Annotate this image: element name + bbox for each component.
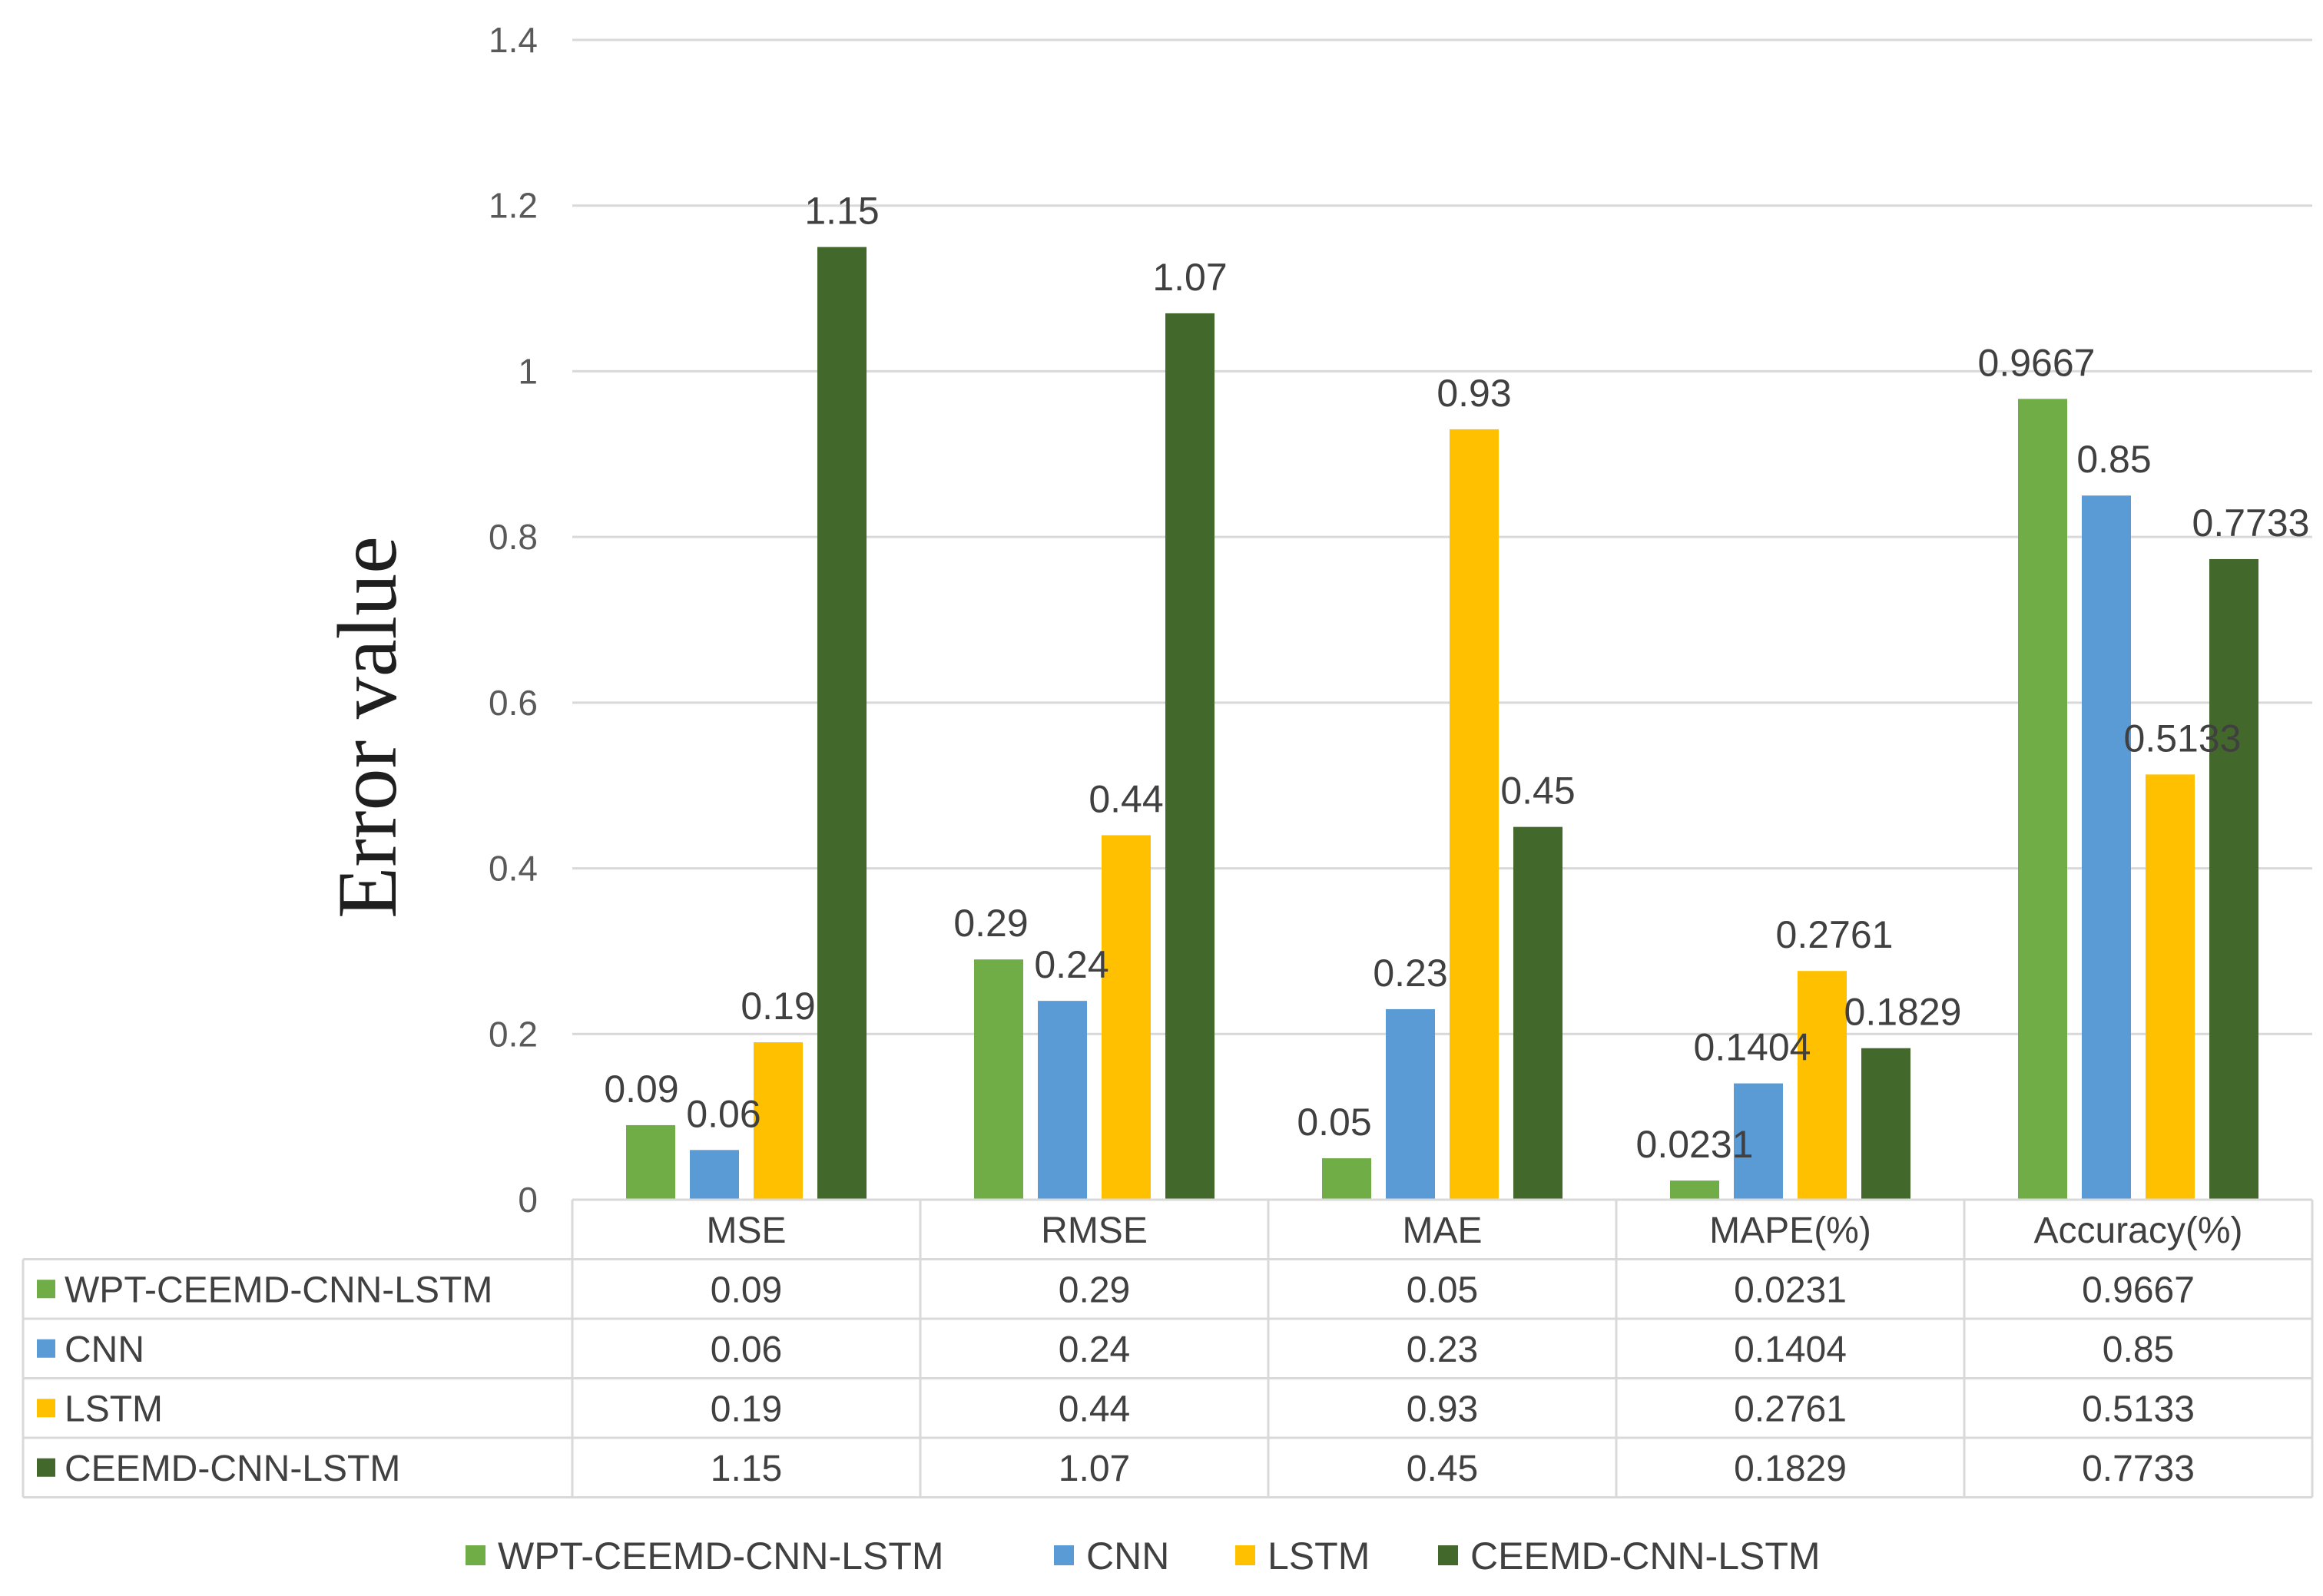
data-labels: 0.090.06 0.19 1.15 0.290.24 0.44 1.07 0.05 0.23… xyxy=(604,190,2309,1166)
bar xyxy=(1038,1001,1087,1200)
table-cell: 1.15 xyxy=(711,1449,782,1489)
legend-swatch xyxy=(37,1339,55,1358)
table-cell: 0.2761 xyxy=(1734,1389,1847,1429)
table-cell: 0.23 xyxy=(1407,1329,1478,1370)
bar xyxy=(1165,313,1215,1200)
legend-swatch xyxy=(37,1399,55,1418)
legend-swatch xyxy=(1054,1545,1074,1565)
table-cell: 0.1829 xyxy=(1734,1449,1847,1489)
bar xyxy=(2146,774,2195,1200)
table-cell: 0.7733 xyxy=(2082,1449,2195,1489)
data-label: 0.7733 xyxy=(2192,502,2310,545)
table-cell: 0.09 xyxy=(711,1270,782,1310)
y-tick-label: 1.2 xyxy=(489,186,538,226)
data-label: 0.45 xyxy=(1500,770,1575,813)
bar xyxy=(1386,1008,1435,1200)
data-label: 0.85 xyxy=(2076,438,2151,481)
legend-swatch xyxy=(37,1280,55,1299)
table-cell: 0.24 xyxy=(1059,1329,1130,1370)
bar xyxy=(817,247,867,1200)
table-cell: 0.5133 xyxy=(2082,1389,2195,1429)
bar xyxy=(1322,1158,1371,1200)
bar xyxy=(626,1124,675,1200)
data-label: 0.29 xyxy=(953,902,1028,945)
data-label: 1.07 xyxy=(1152,256,1227,299)
bar xyxy=(1513,826,1562,1200)
bar xyxy=(974,959,1023,1200)
bar xyxy=(2209,558,2258,1200)
legend-label: CEEMD-CNN-LSTM xyxy=(1470,1535,1821,1578)
bar xyxy=(690,1150,739,1200)
bars xyxy=(626,247,2258,1200)
data-label: 0.93 xyxy=(1437,372,1511,415)
data-label: 0.1404 xyxy=(1694,1026,1811,1069)
table-cell: 0.05 xyxy=(1407,1270,1478,1310)
table-cell: 1.07 xyxy=(1059,1449,1130,1489)
data-label: 0.0231 xyxy=(1636,1123,1754,1166)
bar xyxy=(2018,399,2067,1200)
data-label: 0.44 xyxy=(1089,777,1163,820)
data-label: 0.2761 xyxy=(1776,913,1894,956)
data-label: 0.5133 xyxy=(2124,717,2242,760)
bar xyxy=(1102,835,1151,1200)
table-cell: 0.06 xyxy=(711,1329,782,1370)
data-label: 0.1829 xyxy=(1844,991,1962,1034)
bar xyxy=(1670,1180,1719,1200)
category-label: MAPE(%) xyxy=(1709,1210,1871,1251)
legend: WPT-CEEMD-CNN-LSTM CNN LSTM CEEMD-CNN-LSTM xyxy=(466,1535,1821,1578)
legend-swatch xyxy=(1438,1545,1458,1565)
table-series-name: CNN xyxy=(65,1329,144,1370)
legend-swatch xyxy=(37,1458,55,1477)
legend-label: CNN xyxy=(1086,1535,1169,1578)
legend-swatch xyxy=(466,1545,485,1565)
table-cell: 0.93 xyxy=(1407,1389,1478,1429)
bar xyxy=(1734,1083,1783,1200)
data-label: 1.15 xyxy=(804,190,879,233)
bar xyxy=(1861,1048,1910,1200)
data-label: 0.09 xyxy=(604,1068,678,1111)
data-label: 0.24 xyxy=(1034,943,1108,986)
table-series-name: CEEMD-CNN-LSTM xyxy=(65,1449,400,1489)
table-cell: 0.29 xyxy=(1059,1270,1130,1310)
table-series-name: LSTM xyxy=(65,1389,163,1429)
table-series-name: WPT-CEEMD-CNN-LSTM xyxy=(65,1270,492,1310)
y-tick-label: 0.4 xyxy=(489,849,538,889)
y-tick-label: 1.4 xyxy=(489,20,538,60)
table-cell: 0.1404 xyxy=(1734,1329,1847,1370)
data-label: 0.9667 xyxy=(1978,341,2096,384)
y-tick-label: 0.2 xyxy=(489,1014,538,1054)
bar xyxy=(2082,495,2131,1200)
table-cell: 0.9667 xyxy=(2082,1270,2195,1310)
y-tick-label: 0.6 xyxy=(489,683,538,723)
category-label: MSE xyxy=(706,1210,786,1251)
table-cell: 0.85 xyxy=(2103,1329,2174,1370)
y-axis-ticks: 0 0.2 0.4 0.6 0.8 1 1.2 1.4 xyxy=(489,20,538,1220)
table-cell: 0.0231 xyxy=(1734,1270,1847,1310)
table-cell: 0.45 xyxy=(1407,1449,1478,1489)
data-table: MSE RMSE MAE MAPE(%) Accuracy(%) WPT-CEEMD-CN… xyxy=(22,1198,2314,1498)
y-tick-label: 0.8 xyxy=(489,517,538,557)
y-tick-label: 1 xyxy=(518,351,538,391)
legend-swatch xyxy=(1235,1545,1255,1565)
legend-label: WPT-CEEMD-CNN-LSTM xyxy=(498,1535,944,1578)
data-label: 0.19 xyxy=(741,985,815,1028)
category-label: RMSE xyxy=(1041,1210,1148,1251)
data-label: 0.23 xyxy=(1373,952,1447,995)
bar xyxy=(1450,429,1499,1200)
bar xyxy=(1798,971,1847,1200)
y-tick-label: 0 xyxy=(518,1180,538,1220)
data-label: 0.05 xyxy=(1297,1101,1371,1144)
table-cell: 0.44 xyxy=(1059,1389,1130,1429)
category-label: Accuracy(%) xyxy=(2033,1210,2242,1251)
bar xyxy=(754,1042,803,1200)
table-cell: 0.19 xyxy=(711,1389,782,1429)
category-label: MAE xyxy=(1402,1210,1482,1251)
data-label: 0.06 xyxy=(686,1092,761,1135)
y-axis-label: Error value xyxy=(320,536,414,919)
legend-label: LSTM xyxy=(1268,1535,1370,1578)
